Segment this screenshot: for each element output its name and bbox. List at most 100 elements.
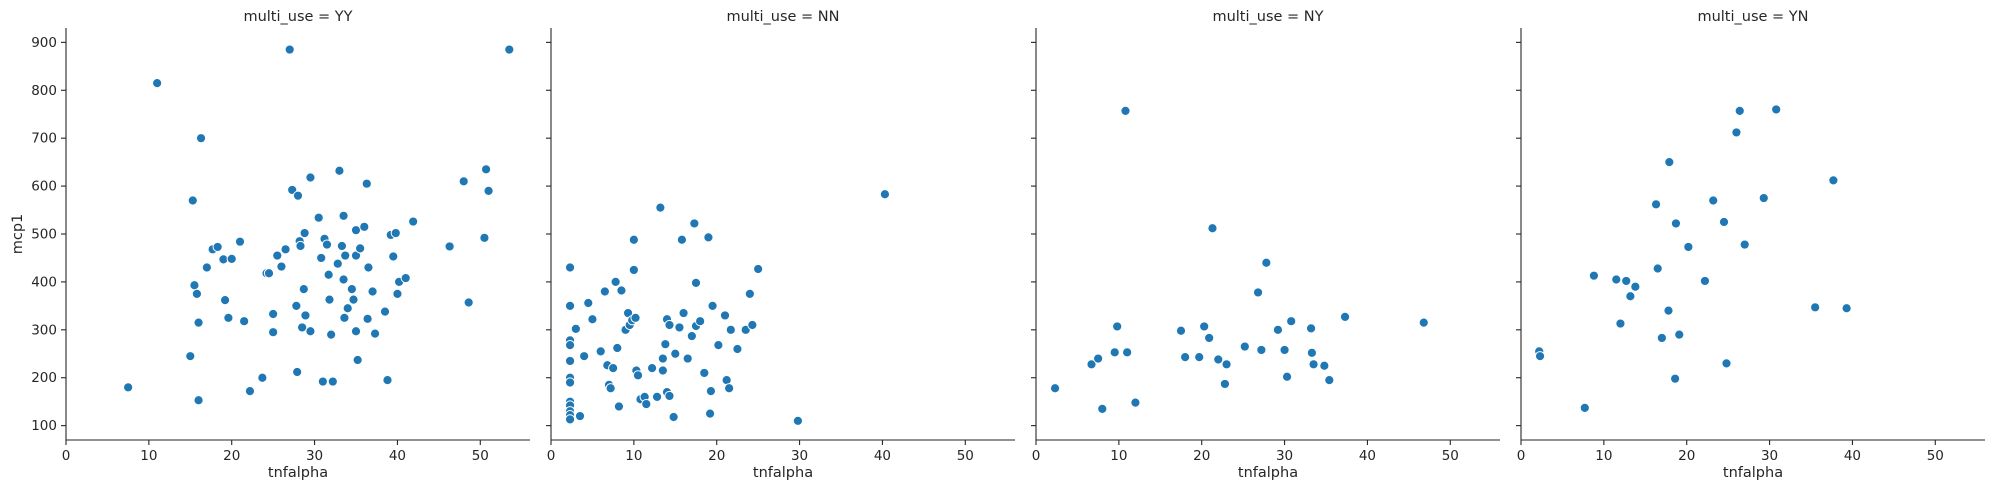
data-point (323, 269, 334, 280)
data-point (1180, 352, 1191, 363)
data-point (1239, 341, 1250, 352)
data-point (1699, 275, 1711, 287)
data-point (1086, 359, 1097, 370)
data-point (297, 322, 308, 333)
x-axis-label: tnfalpha (268, 465, 328, 481)
data-point (695, 316, 706, 327)
data-point (579, 351, 590, 362)
data-point (355, 243, 366, 254)
x-tick-label: 30 (306, 448, 323, 464)
panel-title: multi_use = YN (1697, 9, 1808, 25)
data-point (574, 410, 586, 422)
data-point (1109, 347, 1120, 358)
x-tick-label: 0 (62, 448, 71, 464)
data-point (212, 241, 223, 253)
data-point (280, 244, 291, 255)
data-point (676, 234, 688, 245)
data-point (1213, 354, 1224, 365)
data-point (1670, 218, 1682, 229)
data-point (276, 261, 287, 272)
data-point (152, 77, 163, 89)
panel-title: multi_use = YY (243, 9, 352, 25)
data-point (123, 382, 134, 393)
data-point (1194, 352, 1205, 363)
facet-panel-3: multi_use = NY 0 10 20 30 40 50 tnfalpha (1031, 9, 1500, 481)
data-point (339, 312, 350, 323)
data-point (587, 314, 598, 325)
data-point (1418, 317, 1429, 328)
data-point (191, 288, 203, 299)
data-point (342, 303, 353, 314)
data-point (1306, 347, 1318, 358)
data-point (350, 326, 362, 337)
data-point (564, 377, 576, 388)
data-point (234, 236, 246, 247)
data-point (463, 297, 474, 308)
data-point (564, 262, 576, 273)
data-point (313, 212, 324, 223)
facet-panel-1: multi_use = YY 0 10 20 30 40 50 tnfalpha 100 200 3… (10, 9, 530, 481)
data-point (1588, 270, 1600, 281)
data-point (1308, 359, 1319, 370)
data-point (1199, 321, 1210, 332)
data-point (613, 401, 625, 412)
data-point (564, 340, 576, 351)
data-point (1621, 275, 1632, 287)
data-point (257, 372, 268, 383)
x-tick-label: 20 (1193, 448, 1210, 464)
data-point (300, 310, 311, 321)
data-point (689, 218, 700, 229)
data-point (352, 354, 363, 366)
data-point (583, 297, 594, 309)
x-tick-label: 50 (1927, 448, 1944, 464)
data-point (703, 232, 714, 243)
data-point (651, 391, 663, 402)
data-point (219, 295, 231, 306)
data-point (263, 268, 275, 279)
data-point (595, 346, 606, 357)
data-point (299, 227, 310, 239)
data-point (361, 178, 372, 189)
data-point (1579, 402, 1590, 414)
data-point (382, 375, 393, 386)
data-point (317, 376, 328, 387)
data-point (1625, 291, 1636, 302)
data-point (298, 283, 309, 295)
data-point (338, 210, 349, 221)
data-point (1739, 239, 1750, 250)
data-point (686, 330, 697, 342)
data-point (713, 340, 724, 351)
x-tick-label: 0 (547, 448, 556, 464)
data-point (1279, 344, 1290, 356)
data-point (326, 329, 337, 340)
y-tick-label: 700 (31, 131, 57, 147)
data-point (792, 415, 804, 426)
data-point (1272, 324, 1284, 335)
facet-panel-2: multi_use = NN 0 10 20 30 40 50 tnfalpha (546, 9, 1015, 481)
x-tick-label: 20 (223, 448, 240, 464)
data-point (612, 342, 623, 354)
data-point (1261, 257, 1272, 268)
data-point (479, 232, 490, 243)
data-point (408, 216, 419, 227)
x-tick-label: 40 (1359, 448, 1376, 464)
data-point (187, 195, 198, 206)
data-point (480, 164, 492, 175)
data-point (392, 288, 403, 299)
data-point (1120, 105, 1131, 116)
data-point (657, 365, 668, 376)
data-point (1828, 175, 1839, 186)
data-point (719, 310, 731, 321)
x-tick-label: 20 (708, 448, 725, 464)
y-tick-label: 100 (31, 418, 57, 434)
x-tick-label: 40 (1844, 448, 1861, 464)
panel-title: multi_use = NY (1212, 9, 1323, 25)
data-point (674, 322, 685, 333)
x-tick-label: 40 (874, 448, 891, 464)
data-point (272, 250, 283, 261)
y-tick-label: 800 (31, 83, 57, 99)
x-tick-label: 50 (957, 448, 974, 464)
data-point (1122, 347, 1133, 358)
data-point (332, 258, 343, 269)
data-point (338, 274, 349, 285)
